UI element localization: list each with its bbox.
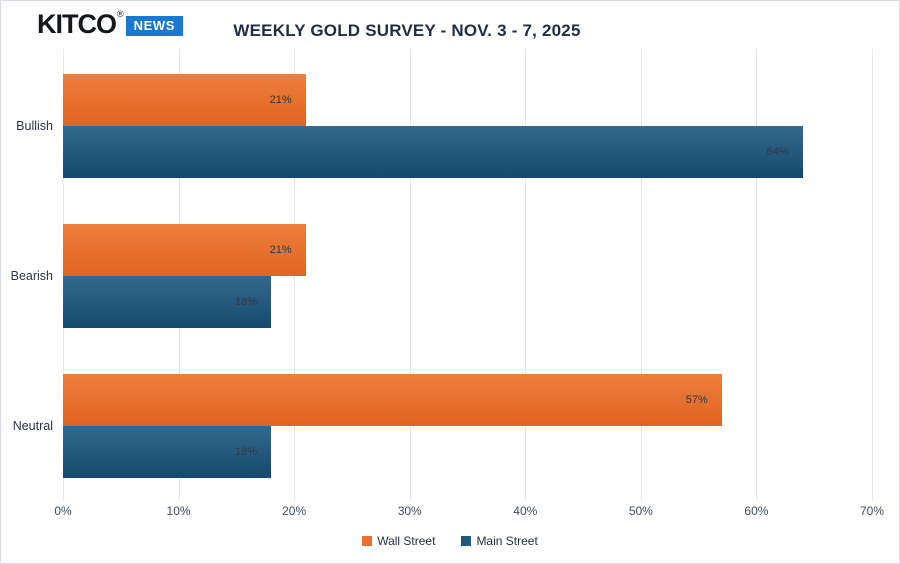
bar-wall-street-bearish: 21% <box>63 224 306 276</box>
news-badge: NEWS <box>125 16 184 36</box>
category-label-bearish: Bearish <box>10 269 53 283</box>
legend-swatch-main-street <box>461 536 472 546</box>
registered-trademark-icon: ® <box>117 9 124 19</box>
legend: Wall Street Main Street <box>1 534 899 548</box>
gridline-60 <box>756 49 758 501</box>
x-tick-label-20: 20% <box>282 504 307 518</box>
legend-item-main-street: Main Street <box>461 534 538 548</box>
x-tick-label-10: 10% <box>166 504 191 518</box>
bar-main-street-bullish: 64% <box>63 126 803 178</box>
x-tick-label-50: 50% <box>628 504 653 518</box>
bar-main-street-neutral: 18% <box>63 426 272 478</box>
x-tick-label-60: 60% <box>744 504 769 518</box>
bar-main-street-bearish: 18% <box>63 276 272 328</box>
bar-wall-street-neutral: 57% <box>63 374 722 426</box>
category-label-neutral: Neutral <box>12 419 53 433</box>
gridline-50 <box>640 49 642 501</box>
gridline-70 <box>872 49 873 501</box>
value-label: 64% <box>766 146 789 158</box>
chart-title: WEEKLY GOLD SURVEY - NOV. 3 - 7, 2025 <box>233 21 581 40</box>
bar-wall-street-bullish: 21% <box>63 74 306 126</box>
x-tick-label-30: 30% <box>397 504 422 518</box>
x-tick-label-0: 0% <box>54 504 72 518</box>
value-label: 21% <box>269 244 292 256</box>
plot-area: 21% 64% 21% 18% 57% 18% <box>63 49 879 501</box>
legend-label: Main Street <box>476 534 538 548</box>
gridline-30 <box>409 49 411 501</box>
x-tick-label-70: 70% <box>859 504 885 518</box>
category-label-bullish: Bullish <box>16 119 53 133</box>
legend-item-wall-street: Wall Street <box>362 534 435 548</box>
legend-label: Wall Street <box>377 534 436 548</box>
value-label: 21% <box>269 94 292 106</box>
kitco-logo: KITCO ® NEWS <box>37 9 184 39</box>
value-label: 18% <box>234 446 258 458</box>
kitco-wordmark: KITCO <box>37 9 117 39</box>
legend-swatch-wall-street <box>362 536 373 546</box>
gridline-40 <box>525 49 527 501</box>
value-label: 18% <box>234 296 258 308</box>
value-label: 57% <box>685 394 708 406</box>
x-tick-label-40: 40% <box>513 504 538 518</box>
